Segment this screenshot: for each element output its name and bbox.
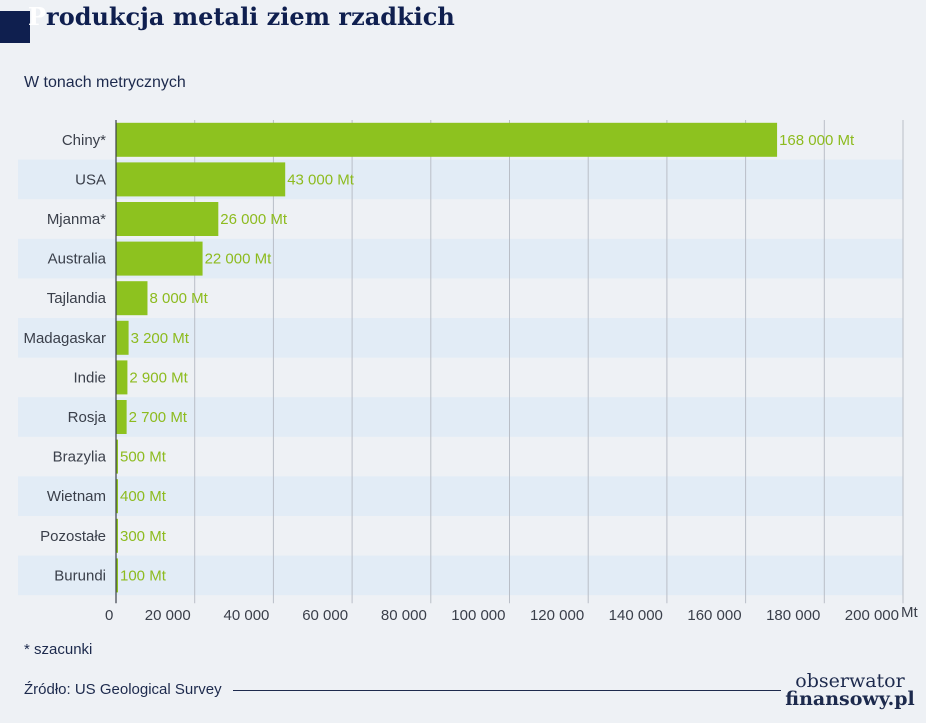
bar — [116, 439, 118, 474]
bar — [116, 400, 127, 434]
x-tick-label: 0 — [105, 607, 113, 624]
value-label: 300 Mt — [120, 528, 167, 545]
chart-subtitle: W tonach metrycznych — [24, 74, 186, 91]
footnote: * szacunki — [24, 641, 93, 658]
bar — [116, 518, 118, 553]
category-label: Rosja — [68, 409, 107, 426]
row-band — [18, 397, 903, 437]
brand-logo: obserwator finansowy.pl — [784, 670, 916, 710]
bar — [116, 202, 219, 236]
x-tick-label: 120 000 — [530, 607, 584, 624]
bar — [116, 241, 203, 276]
category-label: USA — [75, 171, 106, 188]
logo-line-1: obserwator — [795, 670, 905, 692]
bar — [116, 558, 118, 593]
value-label: 400 Mt — [120, 488, 167, 505]
value-label: 100 Mt — [120, 567, 167, 584]
category-label: Australia — [48, 251, 107, 268]
x-tick-label: 60 000 — [302, 607, 348, 624]
chart-title: Produkcja metali ziem rzadkich — [28, 2, 455, 31]
value-label: 3 200 Mt — [131, 330, 190, 347]
value-label: 2 700 Mt — [129, 409, 188, 426]
category-label: Tajlandia — [47, 290, 107, 307]
bar-chart: Chiny* 168 000 Mt USA 43 000 Mt Mjanma* 26 00… — [18, 120, 918, 624]
row-band — [18, 318, 903, 358]
bar — [116, 320, 129, 355]
bar — [116, 281, 148, 316]
value-label: 500 Mt — [120, 449, 167, 466]
x-tick-label: 40 000 — [224, 607, 270, 624]
bar — [116, 162, 286, 197]
x-tick-label: 160 000 — [687, 607, 741, 624]
value-label: 22 000 Mt — [205, 251, 273, 268]
x-tick-label: 140 000 — [609, 607, 663, 624]
title-bar — [0, 10, 30, 44]
category-label: Pozostałe — [40, 528, 106, 545]
row-band — [18, 476, 903, 516]
x-tick-label: 80 000 — [381, 607, 427, 624]
title-accent-block — [0, 11, 30, 43]
bar — [116, 360, 128, 395]
category-label: Brazylia — [53, 449, 107, 466]
category-label: Indie — [73, 369, 106, 386]
value-label: 26 000 Mt — [220, 211, 288, 228]
source-divider — [233, 690, 781, 691]
category-label: Chiny* — [62, 132, 106, 149]
bar — [116, 479, 118, 514]
logo-line-2: finansowy.pl — [785, 688, 915, 710]
category-label: Madagaskar — [23, 330, 106, 347]
bar — [116, 122, 778, 157]
x-tick-label: 200 000 — [845, 607, 899, 624]
value-label: 2 900 Mt — [129, 369, 188, 386]
source-note: Źródło: US Geological Survey — [24, 681, 222, 698]
value-label: 43 000 Mt — [287, 171, 355, 188]
x-tick-label: 20 000 — [145, 607, 191, 624]
x-tick-label: 180 000 — [766, 607, 820, 624]
category-label: Mjanma* — [47, 211, 106, 228]
chart-title-initial: P — [28, 2, 47, 31]
row-band — [18, 555, 903, 596]
x-unit-label: Mt — [901, 604, 918, 621]
x-tick-label: 100 000 — [451, 607, 505, 624]
chart-title-rest: rodukcja metali ziem rzadkich — [46, 2, 455, 31]
value-label: 168 000 Mt — [779, 132, 855, 149]
category-label: Burundi — [54, 567, 106, 584]
category-label: Wietnam — [47, 488, 106, 505]
value-label: 8 000 Mt — [149, 290, 208, 307]
